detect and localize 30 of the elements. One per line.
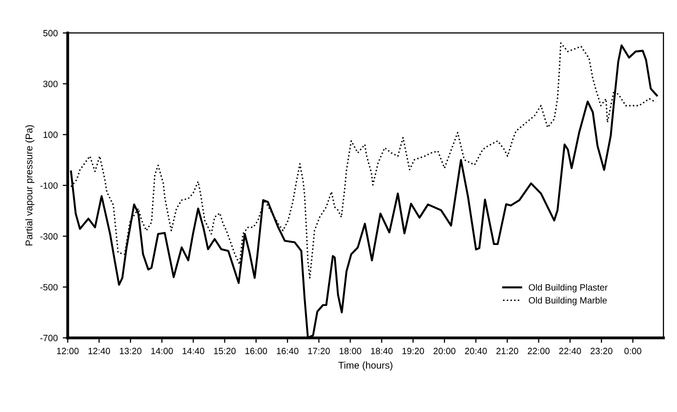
y-tick-label: 300 [43, 80, 58, 88]
x-tick-label: 19:20 [402, 348, 424, 354]
x-tick-label: 21:20 [496, 348, 518, 354]
x-tick-label: 20:00 [434, 348, 456, 354]
x-tick-label: 20:40 [465, 348, 487, 354]
y-axis-title: Partial vapour pressure (Pa) [25, 125, 34, 246]
x-tick-label: 14:40 [182, 348, 204, 354]
x-tick-label: 12:40 [88, 348, 110, 354]
y-tick-label: -300 [40, 233, 58, 240]
x-tick-label: 22:40 [559, 348, 581, 354]
x-tick-label: 0:00 [624, 348, 642, 354]
x-tick-label: 16:40 [276, 348, 298, 354]
x-tick-label: 13:20 [120, 348, 142, 354]
x-tick-label: 12:00 [57, 348, 79, 354]
x-tick-label: 18:40 [371, 348, 393, 354]
x-tick-label: 15:20 [214, 348, 236, 354]
legend-label: Old Building Marble [528, 296, 607, 306]
y-tick-label: -700 [40, 334, 58, 342]
legend-label: Old Building Plaster [528, 284, 608, 292]
x-tick-label: 22:00 [528, 348, 550, 354]
x-tick-label: 14:00 [151, 348, 173, 354]
x-axis-title: Time (hours) [338, 362, 392, 371]
y-tick-label: 100 [44, 132, 58, 138]
x-tick-label: 18:00 [340, 348, 362, 354]
x-tick-label: 17:20 [308, 348, 330, 354]
y-tick-label: -100 [40, 182, 58, 189]
y-tick-label: -500 [40, 284, 58, 290]
x-tick-label: 16:00 [245, 348, 268, 354]
x-tick-label: 23:20 [590, 348, 612, 354]
y-tick-label: 500 [43, 30, 58, 36]
